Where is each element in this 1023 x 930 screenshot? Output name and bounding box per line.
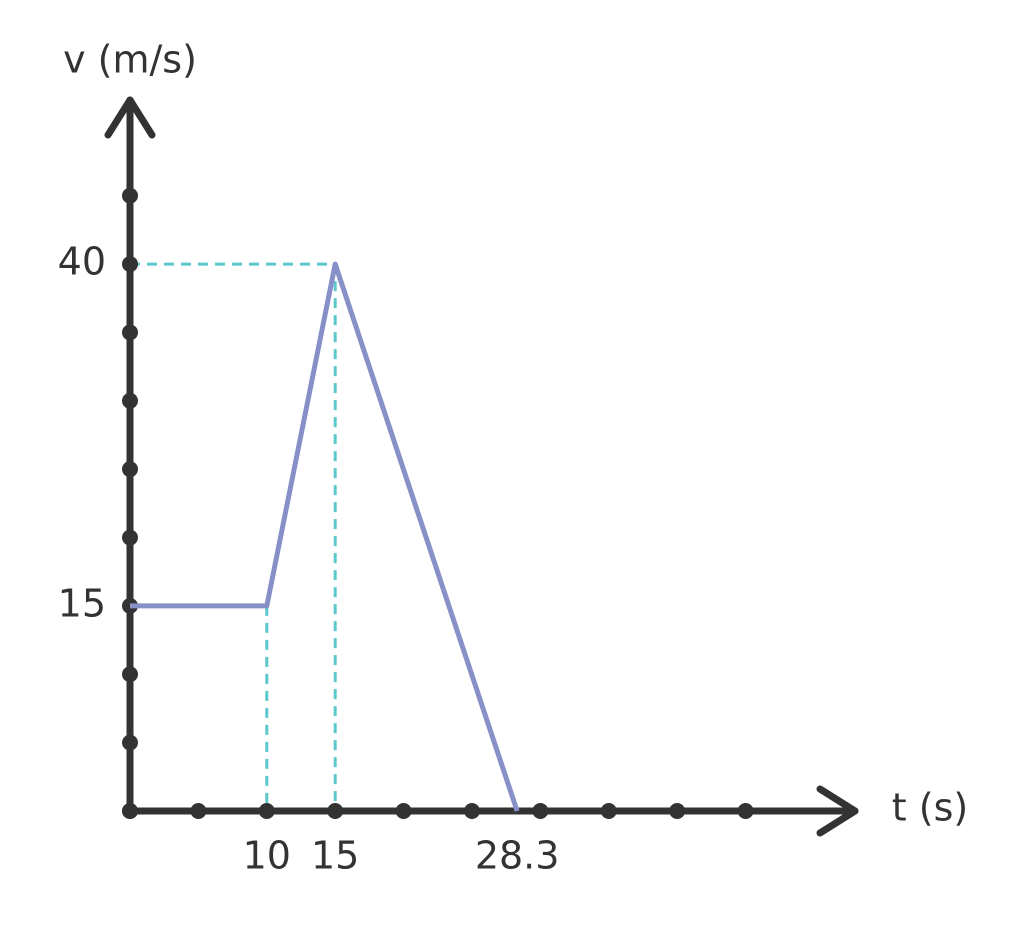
y-tick-dot — [122, 392, 138, 409]
x-tick-dot — [600, 803, 617, 819]
y-tick-label: 40 — [58, 240, 106, 284]
y-tick-dot — [122, 529, 138, 546]
x-tick-dot — [669, 803, 686, 819]
y-axis-arrow — [104, 96, 156, 139]
y-tick-dot — [122, 461, 138, 478]
x-tick-dot — [737, 803, 754, 819]
x-tick-dot — [395, 803, 412, 819]
x-tick-dot — [532, 803, 549, 819]
y-tick-label: 15 — [58, 581, 106, 625]
y-axis-label: v (m/s) — [63, 38, 197, 82]
x-tick-dot — [463, 803, 480, 819]
y-tick-dot — [122, 734, 138, 751]
y-tick-dot — [122, 256, 138, 273]
x-tick-label: 10 — [243, 834, 291, 878]
x-tick-label: 15 — [311, 834, 359, 878]
y-tick-dot — [122, 187, 138, 204]
x-tick-dot — [327, 803, 344, 819]
x-axis-arrow — [816, 785, 859, 837]
data-line — [130, 261, 520, 812]
y-tick-dot — [122, 324, 138, 341]
x-tick-label: 28.3 — [475, 834, 560, 878]
x-axis-label: t (s) — [892, 786, 968, 830]
y-tick-dot — [122, 803, 138, 819]
x-tick-dot — [190, 803, 207, 819]
x-tick-dot — [258, 803, 275, 819]
y-tick-dot — [122, 666, 138, 683]
